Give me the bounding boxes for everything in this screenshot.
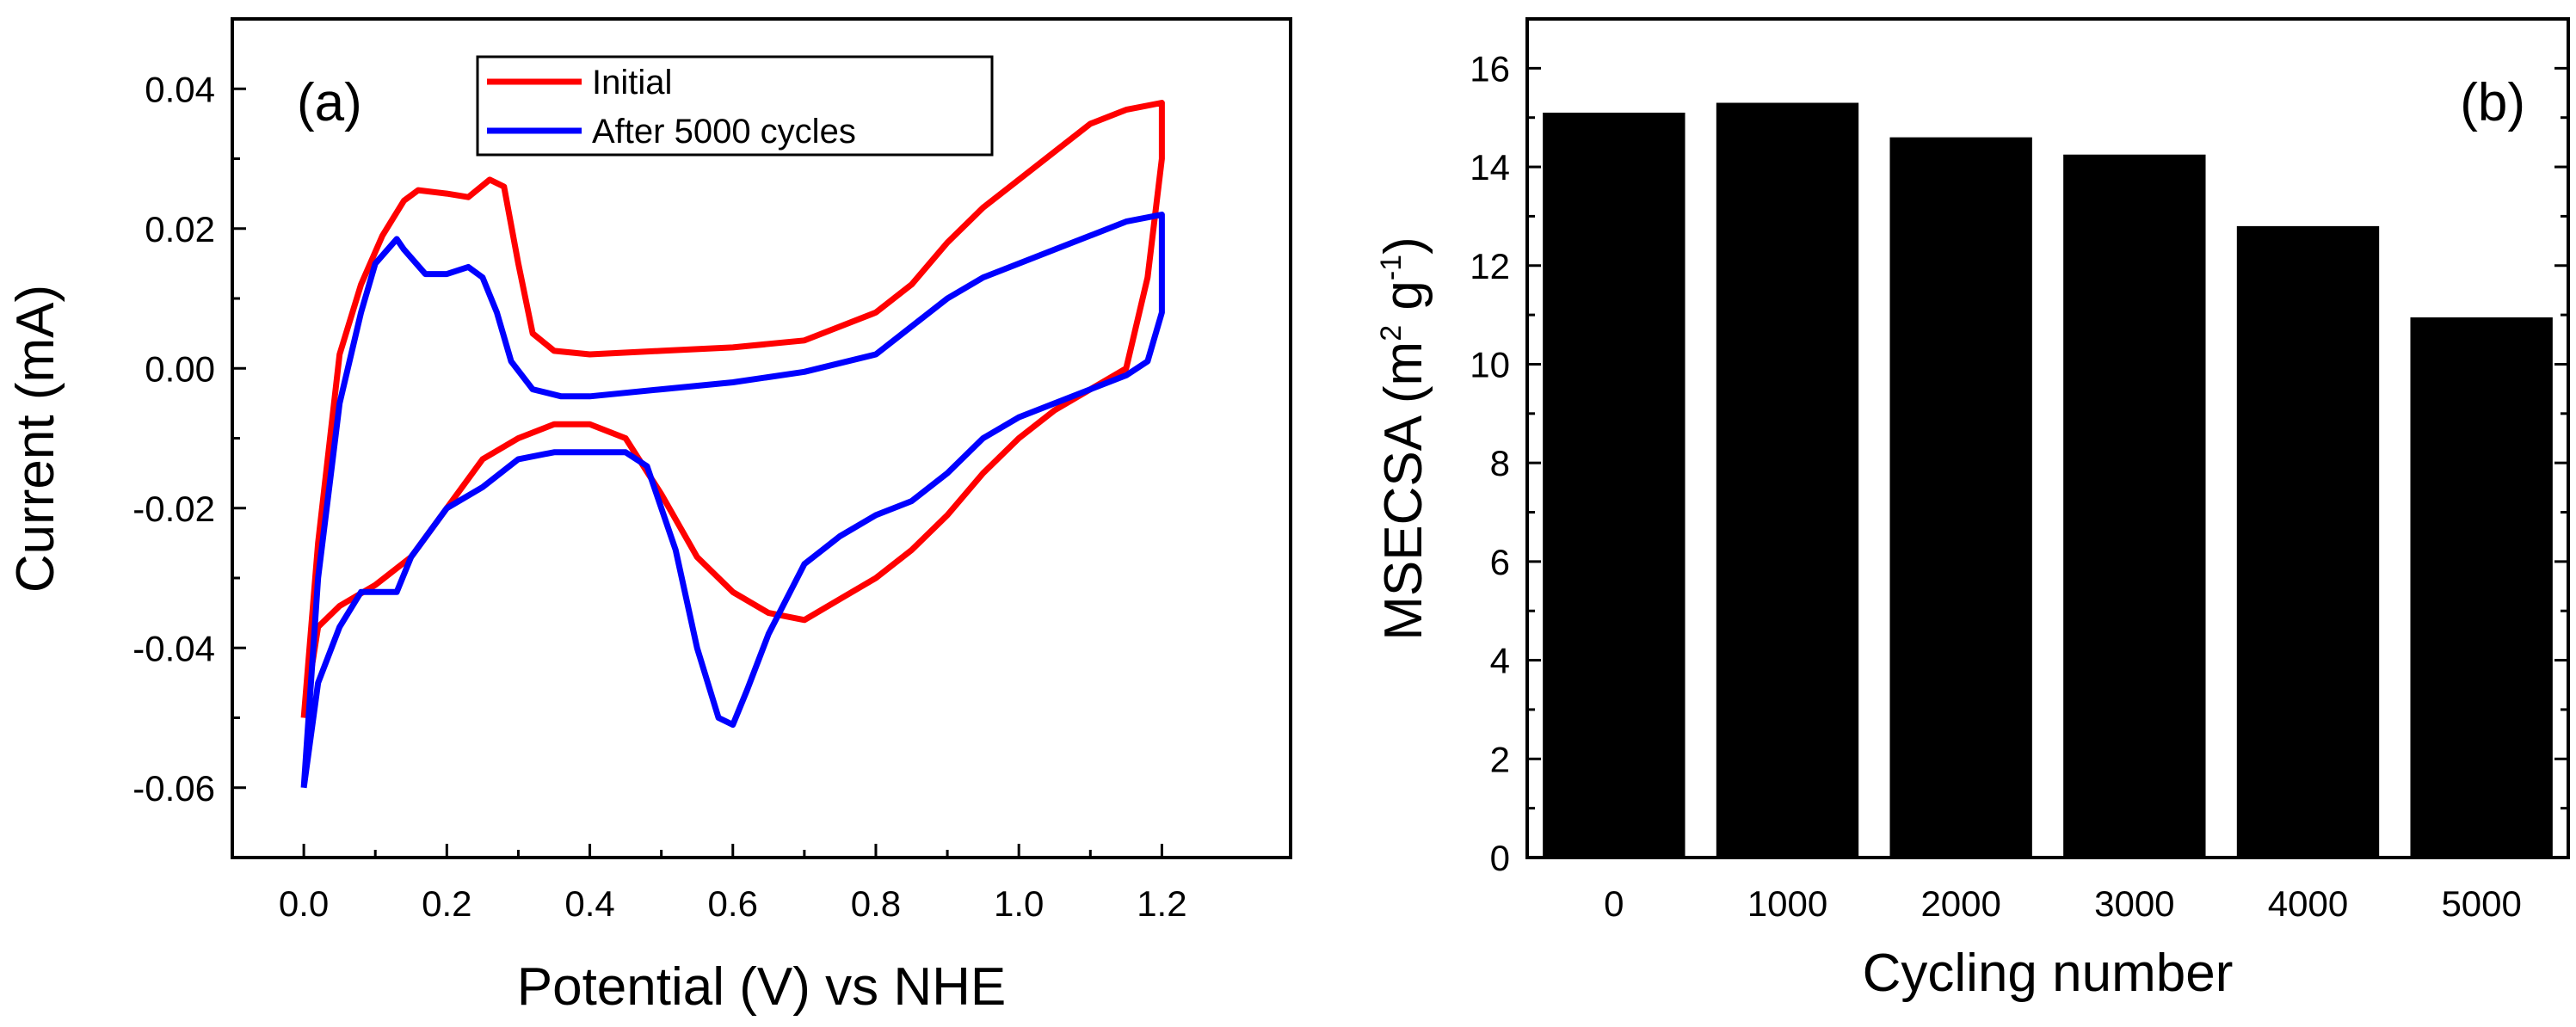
cv-legend: Initial After 5000 cycles <box>476 55 994 157</box>
bar-y-tick-label: 12 <box>1470 246 1510 286</box>
bar-5000 <box>2410 317 2553 858</box>
bar-y-tick-label: 8 <box>1490 443 1510 483</box>
panel-label-b: (b) <box>2460 73 2525 132</box>
bar-y-tick-label: 2 <box>1490 739 1510 779</box>
bar-x-tick-label: 2000 <box>1920 883 2000 924</box>
bar-x-tick-label: 1000 <box>1747 883 1827 924</box>
bar-y-tick-label: 0 <box>1490 838 1510 878</box>
bar-y-tick-label: 16 <box>1470 48 1510 89</box>
cv-x-tick-label: 1.0 <box>994 883 1044 924</box>
cv-chart-panel: 0.0 0.2 0.4 0.6 0.8 1.0 1.2 -0.06 -0.04 -0.02 0.0… <box>6 17 1292 1017</box>
ylabel-sup-2: 2 <box>1375 325 1408 341</box>
cv-x-tick-label: 0.6 <box>708 883 758 924</box>
bar-3000 <box>2063 154 2206 858</box>
cv-y-tick-label: 0.02 <box>145 209 215 249</box>
ylabel-mid: g <box>1374 280 1433 325</box>
cv-x-tick-label: 0.0 <box>279 883 329 924</box>
msecsa-plot-frame <box>1525 17 2570 859</box>
cv-y-tick-label: -0.02 <box>132 489 215 529</box>
ylabel-end: ) <box>1374 237 1433 255</box>
cv-series-0 <box>300 100 1165 719</box>
cv-y-tick-label: 0.04 <box>145 69 215 109</box>
cv-y-tick-label: -0.04 <box>132 628 215 668</box>
bar-2000 <box>1889 137 2032 858</box>
bar-x-tick-label: 0 <box>1604 883 1624 924</box>
cv-x-tick-label: 0.2 <box>422 883 471 924</box>
bar-0 <box>1543 112 1685 858</box>
bar-y-tick-label: 14 <box>1470 147 1510 188</box>
ylabel-main: MSECSA (m <box>1374 341 1433 641</box>
cv-y-tick-label: -0.06 <box>132 768 215 809</box>
msecsa-y-axis-label: MSECSA (m2 g-1) <box>1374 237 1433 640</box>
panel-label-a: (a) <box>297 73 362 132</box>
cv-y-axis-label: Current (mA) <box>6 285 65 593</box>
bar-4000 <box>2236 225 2380 858</box>
legend-label-after-5000: After 5000 cycles <box>592 113 856 151</box>
bar-y-tick-label: 6 <box>1490 542 1510 582</box>
legend-box <box>476 55 994 157</box>
bar-x-tick-label: 3000 <box>2094 883 2174 924</box>
cv-x-tick-label: 1.2 <box>1137 883 1186 924</box>
bar-y-tick-label: 4 <box>1490 641 1510 681</box>
legend-label-initial: Initial <box>592 64 672 101</box>
bar-x-tick-label: 5000 <box>2441 883 2521 924</box>
ylabel-sup-minus1: -1 <box>1375 255 1408 280</box>
cv-x-tick-label: 0.4 <box>564 883 614 924</box>
bar-1000 <box>1716 102 1859 858</box>
msecsa-x-axis-label: Cycling number <box>1863 944 2234 1003</box>
bar-y-tick-label: 10 <box>1470 344 1510 384</box>
cv-series-1 <box>300 212 1165 789</box>
cv-x-tick-label: 0.8 <box>851 883 901 924</box>
cv-x-axis-label: Potential (V) vs NHE <box>517 957 1007 1017</box>
cv-y-tick-label: 0.00 <box>145 348 215 389</box>
bar-x-tick-label: 4000 <box>2268 883 2348 924</box>
